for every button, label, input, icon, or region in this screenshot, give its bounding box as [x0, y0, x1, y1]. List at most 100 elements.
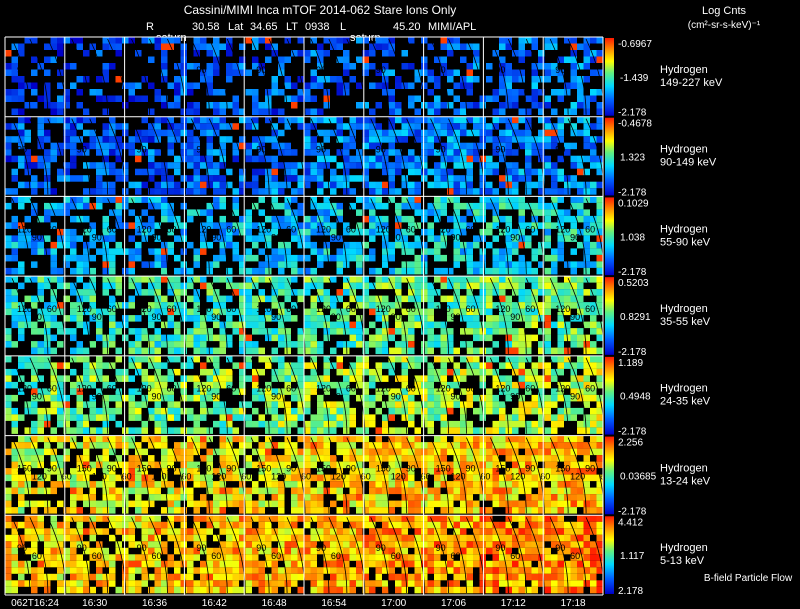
heatmap-cell — [544, 142, 551, 150]
heatmap-cell — [538, 468, 545, 475]
heatmap-cell — [161, 521, 168, 529]
heatmap-cell — [310, 414, 317, 421]
heatmap-cell — [375, 142, 382, 150]
heatmap-cell — [512, 315, 519, 322]
heatmap-cell — [505, 188, 512, 195]
heatmap-cell — [245, 500, 252, 508]
pitch-angle-label: 120 — [570, 471, 585, 481]
heatmap-cell — [219, 341, 226, 348]
heatmap-cell — [453, 276, 460, 283]
heatmap-cell — [193, 334, 200, 342]
heatmap-cell — [115, 209, 122, 216]
heatmap-cell — [336, 368, 343, 376]
heatmap-cell — [343, 69, 350, 76]
heatmap-cell — [317, 222, 324, 229]
heatmap-cell — [596, 248, 603, 255]
heatmap-cell — [193, 276, 200, 283]
heatmap-cell — [317, 394, 324, 402]
heatmap-cell — [317, 420, 324, 428]
heatmap-cell — [317, 321, 324, 329]
heatmap-cell — [512, 123, 519, 130]
heatmap-cell — [583, 136, 590, 143]
heatmap-cell — [148, 37, 155, 44]
b-field-contour — [328, 277, 348, 354]
heatmap-cell — [414, 76, 421, 83]
heatmap-cell — [505, 123, 512, 130]
heatmap-cell — [57, 474, 64, 482]
heatmap-cell — [135, 474, 142, 482]
heatmap-cell — [323, 474, 330, 482]
heatmap-cell — [349, 295, 356, 303]
heatmap-cell — [128, 295, 135, 303]
heatmap-cell — [375, 347, 382, 355]
heatmap-cell — [11, 267, 18, 275]
heatmap-cell — [232, 241, 239, 249]
heatmap-cell — [122, 334, 129, 342]
heatmap-cell — [258, 448, 265, 456]
heatmap-cell — [193, 448, 200, 456]
heatmap-cell — [310, 222, 317, 229]
heatmap-cell — [453, 381, 460, 389]
heatmap-cell — [466, 461, 473, 469]
heatmap-cell — [96, 235, 103, 242]
pitch-angle-label: 90 — [17, 65, 27, 75]
heatmap-cell — [200, 394, 207, 402]
heatmap-cell — [447, 347, 454, 355]
heatmap-cell — [557, 347, 564, 355]
heatmap-cell — [323, 461, 330, 469]
heatmap-cell — [460, 507, 467, 514]
heatmap-cell — [427, 427, 434, 434]
heatmap-cell — [154, 420, 161, 428]
heatmap-cell — [544, 102, 551, 109]
heatmap-cell — [414, 267, 421, 275]
heatmap-cell — [486, 241, 493, 249]
heatmap-cell — [369, 63, 376, 70]
heatmap-cell — [369, 43, 376, 50]
heatmap-cell — [349, 162, 356, 169]
heatmap-cell — [369, 235, 376, 242]
heatmap-cell — [96, 76, 103, 83]
heatmap-cell — [226, 136, 233, 143]
heatmap-cell — [115, 394, 122, 402]
heatmap-cell — [479, 362, 486, 369]
heatmap-cell — [109, 123, 116, 130]
heatmap-cell — [37, 282, 44, 290]
heatmap-cell — [427, 381, 434, 389]
heatmap-cell — [479, 455, 486, 462]
heatmap-cell — [167, 368, 174, 376]
heatmap-cell — [128, 181, 135, 189]
heatmap-cell — [11, 215, 18, 223]
heatmap-cell — [76, 321, 83, 329]
heatmap-cell — [232, 149, 239, 156]
heatmap-cell — [395, 129, 402, 137]
heatmap-cell — [109, 116, 116, 124]
heatmap-cell — [557, 420, 564, 428]
heatmap-cell — [518, 315, 525, 322]
heatmap-cell — [479, 95, 486, 102]
heatmap-cell — [31, 461, 38, 469]
heatmap-cell — [388, 401, 395, 408]
heatmap-cell — [31, 394, 38, 402]
heatmap-cell — [421, 82, 428, 89]
heatmap-cell — [50, 334, 57, 342]
pitch-angle-label: 120 — [495, 384, 510, 394]
heatmap-cell — [297, 481, 304, 488]
heatmap-cell — [226, 123, 233, 130]
heatmap-cell — [505, 102, 512, 109]
heatmap-cell — [271, 181, 278, 189]
heatmap-cell — [343, 149, 350, 156]
heatmap-cell — [434, 276, 441, 283]
heatmap-cell — [278, 202, 285, 210]
heatmap-cell — [44, 487, 51, 495]
heatmap-cell — [590, 315, 597, 322]
heatmap-cell — [11, 155, 18, 163]
heatmap-cell — [447, 328, 454, 335]
heatmap-cell — [460, 149, 467, 156]
heatmap-cell — [382, 515, 389, 522]
heatmap-cell — [414, 442, 421, 449]
heatmap-cell — [330, 420, 337, 428]
heatmap-cell — [583, 394, 590, 402]
heatmap-cell — [538, 507, 545, 514]
heatmap-cell — [369, 228, 376, 236]
heatmap-cell — [18, 362, 25, 369]
